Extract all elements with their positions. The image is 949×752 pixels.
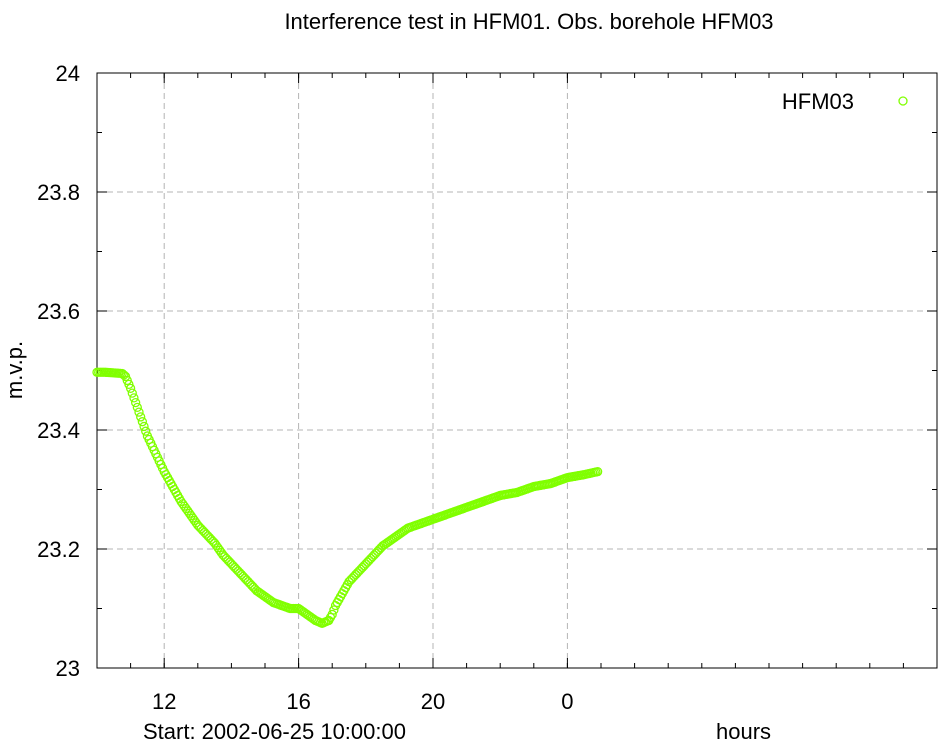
data-point: [139, 421, 149, 432]
data-point: [132, 402, 142, 413]
y-tick-label: 23.8: [37, 180, 80, 205]
x-tick-label: 16: [286, 689, 310, 714]
x-axis-label: hours: [716, 719, 771, 744]
data-point: [130, 397, 141, 408]
tick-layer: 12 16 20 0 23 23.2 23.4 23.6 23.8 24: [37, 61, 938, 714]
x-tick-label: 20: [421, 689, 445, 714]
data-point: [129, 393, 139, 403]
legend: HFM03: [782, 89, 908, 114]
data-point: [592, 466, 603, 477]
data-point: [127, 388, 137, 398]
grid-layer: [97, 73, 937, 668]
data-point: [134, 407, 144, 417]
chart-title: Interference test in HFM01. Obs. borehol…: [284, 9, 773, 34]
legend-marker: [898, 96, 908, 106]
x-tick-label: 0: [561, 689, 573, 714]
y-axis-label: m.v.p.: [2, 341, 27, 399]
x-tick-label: 12: [152, 689, 176, 714]
data-points: [92, 367, 603, 629]
data-point: [136, 412, 146, 422]
data-point: [137, 417, 148, 427]
data-point: [125, 383, 136, 394]
data-point: [327, 609, 337, 620]
legend-label: HFM03: [782, 89, 854, 114]
y-tick-label: 23.2: [37, 537, 80, 562]
y-tick-label: 23.6: [37, 299, 80, 324]
y-tick-label: 23: [56, 656, 80, 681]
x-axis-start-label: Start: 2002-06-25 10:00:00: [143, 719, 406, 744]
y-tick-label: 24: [56, 61, 80, 86]
y-tick-label: 23.4: [37, 418, 80, 443]
data-point: [141, 426, 151, 436]
data-point: [329, 605, 339, 615]
plot-area: [96, 72, 938, 669]
